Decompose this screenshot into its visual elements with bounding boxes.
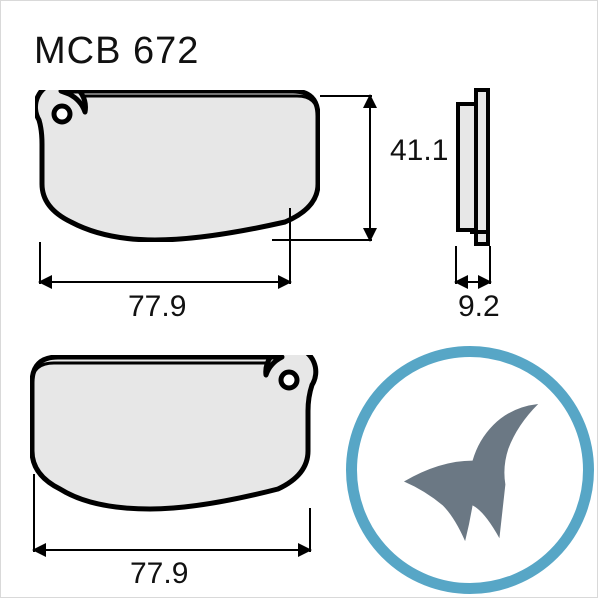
dim-arrow-thickness [456, 281, 490, 283]
logo-watermark [346, 346, 594, 594]
part-number-title: MCB 672 [34, 30, 199, 73]
dim-arrow-width-top [40, 281, 290, 283]
dim-arrow-height [369, 96, 371, 240]
dim-arrow-width-bottom [34, 549, 310, 551]
guide-width-bot-left [33, 474, 35, 552]
guide-width-top-right [289, 208, 291, 284]
brake-pad-bottom [30, 355, 330, 525]
dim-label-width-top: 77.9 [128, 290, 186, 324]
guide-height-bottom [272, 239, 372, 241]
dim-label-width-bottom: 77.9 [130, 557, 188, 591]
diagram-stage: MCB 672 41.1 77.9 9.2 77.9 [0, 0, 600, 600]
dim-label-height: 41.1 [390, 134, 448, 168]
bird-icon [395, 395, 544, 544]
dim-label-thickness: 9.2 [458, 290, 500, 324]
brake-pad-side-view [456, 88, 490, 248]
brake-pad-top [35, 90, 320, 242]
